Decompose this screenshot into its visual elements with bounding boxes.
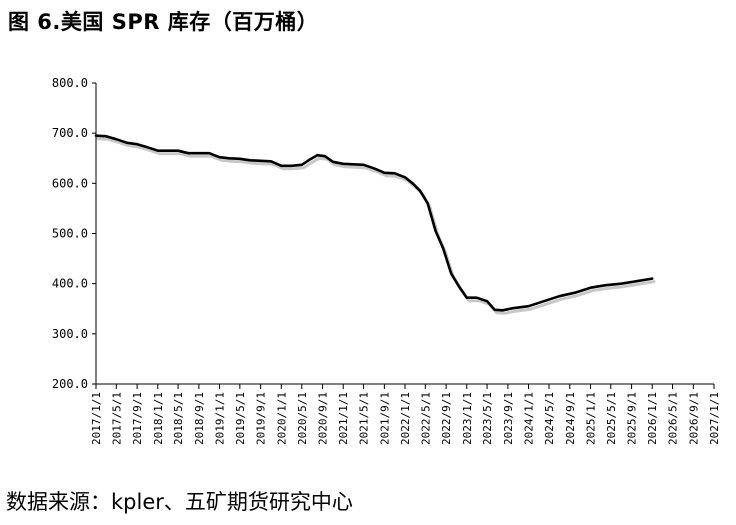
x-tick-label: 2021/9/1	[378, 392, 391, 445]
series-line-shadow	[96, 137, 656, 315]
series-line	[94, 134, 654, 312]
x-tick-label: 2024/1/1	[523, 392, 536, 445]
plot-area	[94, 134, 656, 315]
y-tick-label: 300.0	[52, 327, 88, 341]
x-tick-label: 2022/9/1	[440, 392, 453, 445]
x-tick-label: 2024/9/1	[564, 392, 577, 445]
x-tick-label: 2023/1/1	[461, 392, 474, 445]
x-tick-label: 2017/1/1	[90, 392, 103, 445]
x-tick-label: 2018/9/1	[193, 392, 206, 445]
y-tick-label: 400.0	[52, 277, 88, 291]
x-tick-label: 2017/9/1	[131, 392, 144, 445]
x-tick-label: 2019/1/1	[214, 392, 227, 445]
x-tick-label: 2022/1/1	[399, 392, 412, 445]
x-tick-label: 2026/5/1	[667, 392, 680, 445]
x-tick-label: 2022/5/1	[419, 392, 432, 445]
x-tick-label: 2024/5/1	[543, 392, 556, 445]
y-tick-label: 800.0	[52, 76, 88, 90]
x-tick-label: 2018/1/1	[152, 392, 165, 445]
y-tick-label: 600.0	[52, 176, 88, 190]
x-tick-label: 2027/1/1	[708, 392, 721, 445]
x-tick-label: 2023/5/1	[481, 392, 494, 445]
chart-axes: 800.0700.0600.0500.0400.0300.0200.02017/…	[52, 76, 721, 445]
y-tick-label: 500.0	[52, 227, 88, 241]
chart-title: 图 6.美国 SPR 库存（百万桶）	[8, 10, 319, 34]
x-tick-label: 2021/1/1	[337, 392, 350, 445]
x-tick-label: 2020/9/1	[317, 392, 330, 445]
y-tick-label: 700.0	[52, 126, 88, 140]
x-tick-label: 2018/5/1	[172, 392, 185, 445]
x-tick-label: 2017/5/1	[110, 392, 123, 445]
x-tick-label: 2023/9/1	[502, 392, 515, 445]
x-tick-label: 2026/9/1	[687, 392, 700, 445]
x-tick-label: 2025/5/1	[605, 392, 618, 445]
x-tick-label: 2019/9/1	[255, 392, 268, 445]
x-tick-label: 2020/5/1	[296, 392, 309, 445]
x-tick-label: 2026/1/1	[646, 392, 659, 445]
x-tick-label: 2021/5/1	[358, 392, 371, 445]
x-tick-label: 2025/1/1	[584, 392, 597, 445]
x-tick-label: 2020/1/1	[275, 392, 288, 445]
x-tick-label: 2019/5/1	[234, 392, 247, 445]
x-tick-label: 2025/9/1	[626, 392, 639, 445]
source-note: 数据来源：kpler、五矿期货研究中心	[6, 490, 353, 514]
y-tick-label: 200.0	[52, 377, 88, 391]
